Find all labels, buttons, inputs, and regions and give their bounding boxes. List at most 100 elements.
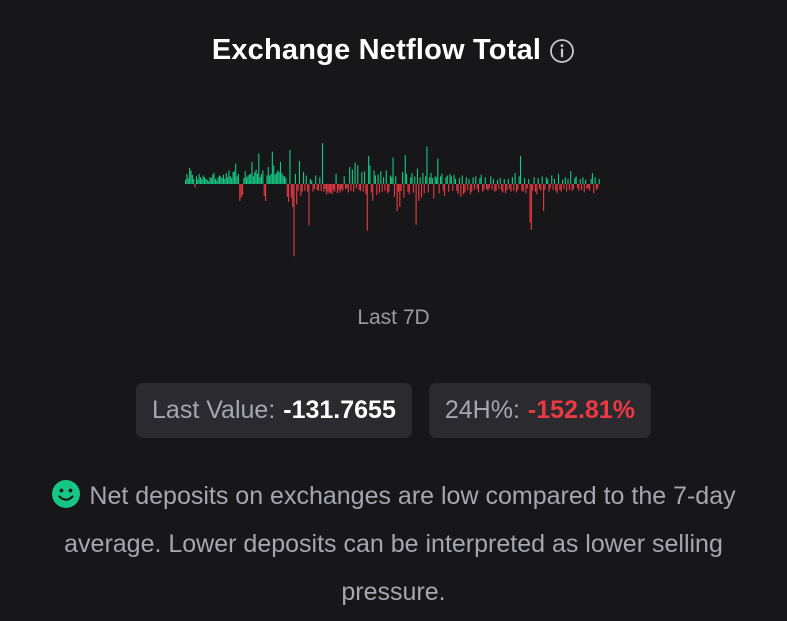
netflow-description: Net deposits on exchanges are low compar… (10, 472, 777, 616)
inflow-bar (349, 167, 351, 184)
inflow-bar (479, 178, 481, 184)
inflow-bar (229, 176, 231, 184)
inflow-bar (528, 178, 530, 184)
outflow-bar (506, 184, 508, 190)
inflow-bar (246, 177, 248, 184)
inflow-bar (321, 143, 324, 184)
outflow-bar (444, 184, 446, 196)
outflow-bar (365, 184, 367, 195)
outflow-bar (334, 184, 336, 192)
outflow-bar (353, 184, 355, 192)
outflow-bar (345, 184, 347, 190)
inflow-bar (507, 178, 509, 184)
inflow-bar (281, 172, 283, 184)
info-circle-icon[interactable] (549, 38, 575, 64)
inflow-bar (206, 179, 208, 184)
inflow-bar (449, 173, 451, 184)
inflow-bar (425, 176, 427, 184)
inflow-bar (224, 178, 226, 184)
inflow-bar (503, 178, 505, 184)
inflow-bar (435, 177, 438, 184)
inflow-bar (524, 178, 526, 184)
outflow-bar (358, 184, 360, 190)
inflow-bar (351, 169, 353, 184)
inflow-bar (210, 178, 212, 184)
inflow-bar (275, 172, 277, 184)
inflow-bar (187, 178, 189, 184)
outflow-bar (415, 184, 417, 225)
inflow-bar (357, 165, 359, 184)
outflow-bar (240, 184, 242, 198)
outflow-bar (313, 184, 315, 190)
inflow-bar (231, 178, 233, 184)
inflow-bar (260, 173, 263, 184)
inflow-bar (252, 176, 254, 184)
inflow-bar (266, 175, 268, 184)
smiley-face-icon (52, 480, 81, 508)
inflow-bar (191, 174, 193, 184)
inflow-bar (439, 176, 442, 184)
inflow-bar (335, 173, 337, 184)
outflow-bar (522, 184, 524, 192)
inflow-bar (195, 176, 197, 184)
inflow-bar (203, 177, 206, 184)
inflow-bar (235, 163, 237, 184)
outflow-bar (336, 184, 339, 194)
inflow-bar (262, 170, 264, 184)
outflow-bar (597, 184, 599, 189)
inflow-bar (374, 175, 376, 184)
outflow-bar (194, 184, 196, 188)
outflow-bar (487, 184, 489, 191)
outflow-bar (297, 184, 299, 191)
netflow-chart (185, 100, 600, 260)
outflow-bar (460, 184, 462, 197)
inflow-bar (579, 178, 581, 184)
outflow-bar (350, 184, 352, 191)
outflow-bar (399, 184, 401, 207)
outflow-bar (288, 184, 290, 202)
inflow-bar (414, 176, 416, 184)
inflow-bar (391, 177, 393, 184)
outflow-bar (347, 184, 349, 193)
outflow-bar (312, 184, 314, 192)
inflow-bar (258, 153, 260, 184)
inflow-bar (434, 176, 436, 184)
outflow-bar (526, 184, 528, 189)
outflow-bar (338, 184, 340, 190)
inflow-bar (590, 178, 592, 184)
inflow-bar (441, 173, 443, 184)
inflow-bar (426, 146, 428, 184)
outflow-bar (498, 184, 500, 190)
outflow-bar (568, 184, 570, 190)
outflow-bar (593, 184, 595, 194)
inflow-bar (343, 176, 345, 184)
outflow-bar (548, 184, 550, 192)
outflow-bar (423, 184, 425, 194)
outflow-bar (586, 184, 588, 190)
outflow-bar (530, 184, 532, 230)
inflow-bar (251, 161, 253, 184)
outflow-bar (578, 184, 580, 191)
inflow-bar (237, 173, 239, 184)
outflow-bar (327, 184, 329, 192)
inflow-bar (247, 175, 249, 184)
outflow-bar (457, 184, 459, 195)
inflow-bar (236, 176, 238, 184)
inflow-bar (582, 177, 584, 184)
outflow-bar (501, 184, 503, 191)
outflow-bar (473, 184, 475, 190)
outflow-bar (476, 184, 478, 190)
outflow-bar (323, 184, 325, 192)
outflow-bar (362, 184, 364, 192)
outflow-bar (286, 184, 288, 197)
outflow-bar (515, 184, 518, 193)
inflow-bar (256, 173, 258, 184)
inflow-bar (380, 171, 382, 184)
outflow-bar (438, 184, 440, 194)
outflow-bar (296, 184, 298, 205)
outflow-bar (370, 184, 372, 193)
inflow-bar (273, 165, 275, 184)
outflow-bar (491, 184, 493, 190)
inflow-bar (475, 176, 477, 184)
inflow-bar (364, 171, 366, 184)
